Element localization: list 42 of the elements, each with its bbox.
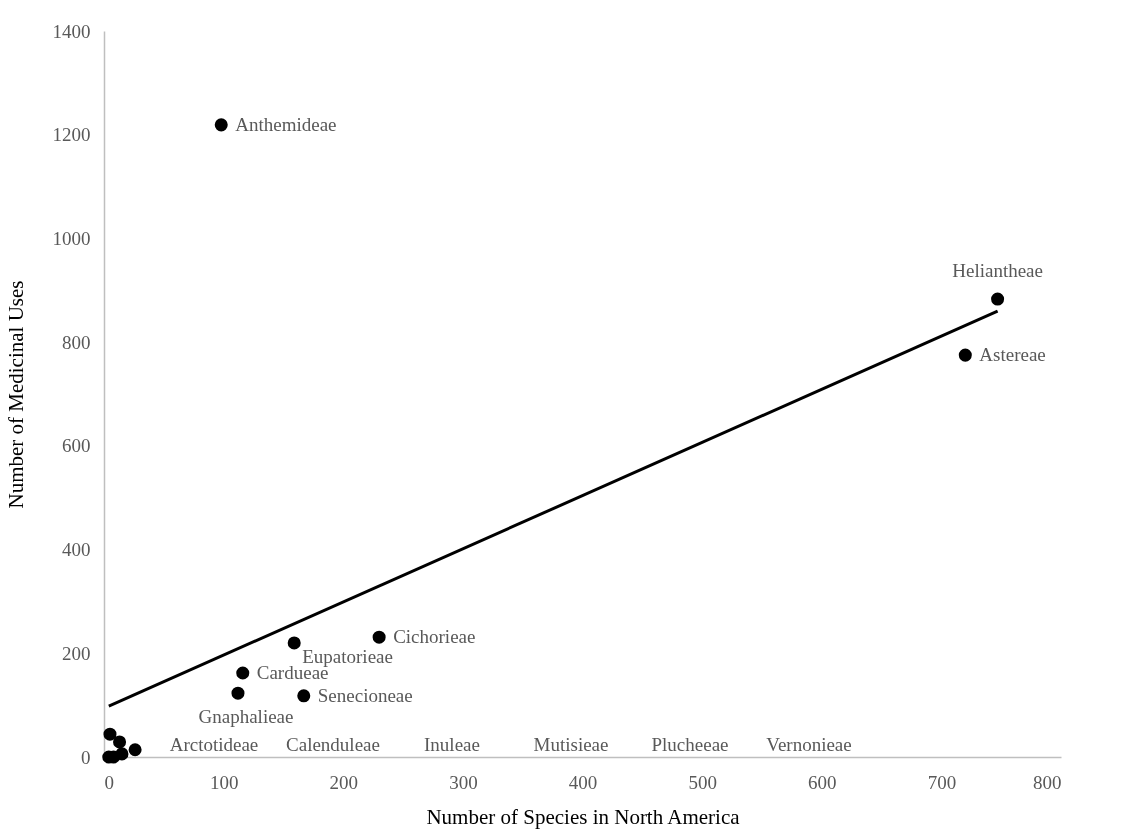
annotation: Astereae [979, 344, 1046, 366]
annotation: Inuleae [424, 734, 480, 755]
annotation: Cichorieae [393, 626, 476, 648]
y-tick-label: 1400 [52, 20, 91, 42]
x-tick-label: 800 [1033, 771, 1062, 793]
point [958, 348, 972, 362]
y-axis-title: Number of Medicinal Uses [3, 280, 28, 509]
x-tick-label: 400 [568, 771, 598, 793]
y-tick-label: 600 [62, 435, 91, 457]
point [236, 666, 250, 680]
point [128, 743, 142, 757]
annotation: Calenduleae [286, 734, 380, 755]
annotation: Anthemideae [235, 113, 337, 135]
point [991, 292, 1005, 306]
x-axis-title: Number of Species in North America [426, 804, 741, 829]
x-tick-label: 0 [104, 771, 114, 793]
annotation: Vernonieae [766, 734, 852, 755]
x-tick-label: 500 [688, 771, 717, 793]
annotation: Plucheeae [651, 734, 729, 755]
annotation: Senecioneae [317, 684, 413, 706]
annotation: Gnaphalieae [198, 706, 294, 728]
point [103, 727, 117, 741]
x-tick-label: 700 [927, 771, 957, 793]
annotation: Mutisieae [533, 734, 609, 755]
y-tick-label: 400 [62, 539, 91, 561]
x-tick-label: 600 [808, 771, 837, 793]
annotation: Heliantheae [952, 260, 1043, 282]
x-tick-label: 200 [329, 771, 358, 793]
x-tick-label: 100 [209, 771, 239, 793]
point [297, 689, 311, 703]
point [372, 630, 386, 644]
annotation: Arctotideae [169, 734, 259, 755]
y-tick-label: 1000 [52, 227, 91, 249]
point [287, 636, 301, 650]
point [113, 735, 127, 749]
x-tick-label: 300 [449, 771, 478, 793]
y-tick-label: 200 [62, 642, 91, 664]
y-tick-label: 1200 [52, 124, 91, 146]
y-tick-label: 800 [62, 331, 91, 353]
point [214, 118, 228, 132]
y-tick-label: 0 [81, 746, 91, 768]
point [231, 686, 245, 700]
